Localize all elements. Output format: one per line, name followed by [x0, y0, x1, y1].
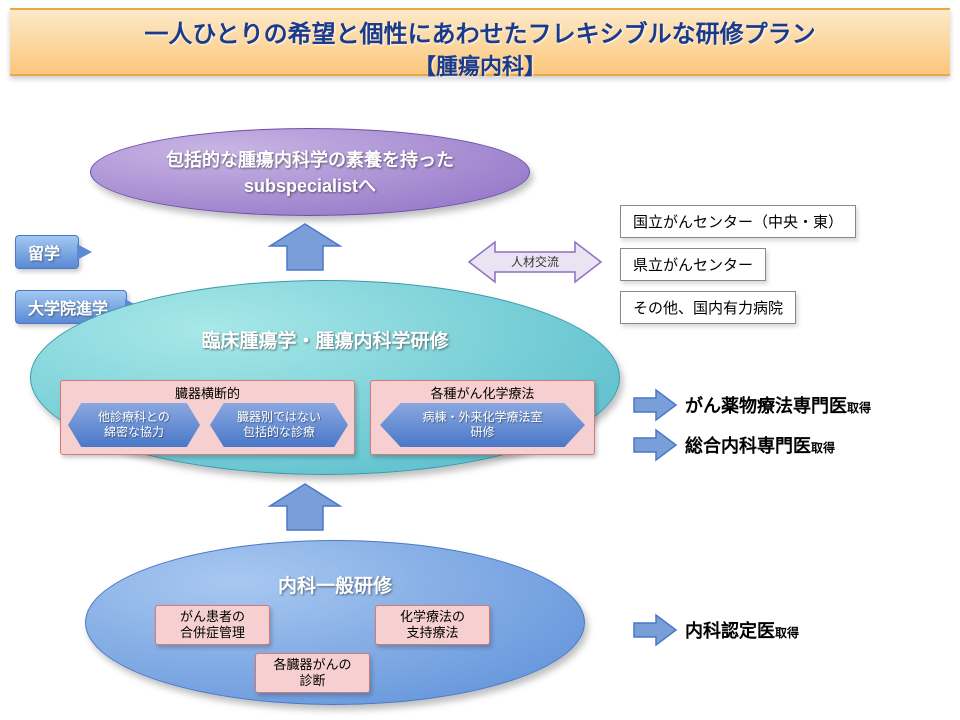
- top-goal-ellipse: 包括的な腫瘍内科学の素養を持った subspecialistへ: [90, 128, 530, 216]
- goal-1-main: がん薬物療法専門医: [685, 392, 847, 418]
- pink-left-title: 臓器横断的: [61, 381, 354, 404]
- goal-2-sub: 取得: [811, 439, 835, 456]
- exchange-item-2: 県立がんセンター: [620, 248, 766, 281]
- title-line2: 【腫瘍内科】: [10, 49, 950, 81]
- hex-comprehensive: 臓器別ではない包括的な診療: [210, 403, 348, 447]
- top-goal-line1: 包括的な腫瘍内科学の素養を持った: [166, 146, 454, 172]
- box-diagnosis: 各臓器がんの診断: [255, 653, 370, 693]
- goal-1: がん薬物療法専門医取得: [685, 392, 871, 418]
- exchange-item-1: 国立がんセンター（中央・東）: [620, 205, 856, 238]
- box-complication: がん患者の合併症管理: [155, 605, 270, 645]
- top-goal-line2: subspecialistへ: [244, 172, 376, 198]
- goal-2: 総合内科専門医取得: [685, 432, 835, 458]
- box-supportive: 化学療法の支持療法: [375, 605, 490, 645]
- mid-title: 臨床腫瘍学・腫瘍内科学研修: [31, 326, 619, 353]
- exchange-item-3: その他、国内有力病院: [620, 291, 796, 324]
- arrow-up-2: [265, 482, 345, 534]
- hex-ward-training: 病棟・外来化学療法室研修: [380, 403, 585, 447]
- title-line1: 一人ひとりの希望と個性にあわせたフレキシブルな研修プラン: [10, 10, 950, 49]
- goal-1-sub: 取得: [847, 399, 871, 416]
- arrow-up-1: [265, 222, 345, 274]
- exchange-arrow: 人材交流: [465, 238, 605, 286]
- goal-arrow-2: [632, 428, 678, 462]
- goal-2-main: 総合内科専門医: [685, 432, 811, 458]
- goal-3-sub: 取得: [775, 624, 799, 641]
- title-bar: 一人ひとりの希望と個性にあわせたフレキシブルな研修プラン 【腫瘍内科】: [10, 8, 950, 76]
- hex-cooperation: 他診療科との綿密な協力: [68, 403, 200, 447]
- bottom-title: 内科一般研修: [86, 571, 584, 598]
- goal-arrow-1: [632, 388, 678, 422]
- exchange-label: 人材交流: [511, 254, 559, 269]
- tag-study-abroad: 留学: [15, 235, 79, 269]
- goal-arrow-3: [632, 613, 678, 647]
- pink-right-title: 各種がん化学療法: [371, 381, 594, 404]
- goal-3-main: 内科認定医: [685, 617, 775, 643]
- goal-3: 内科認定医取得: [685, 617, 799, 643]
